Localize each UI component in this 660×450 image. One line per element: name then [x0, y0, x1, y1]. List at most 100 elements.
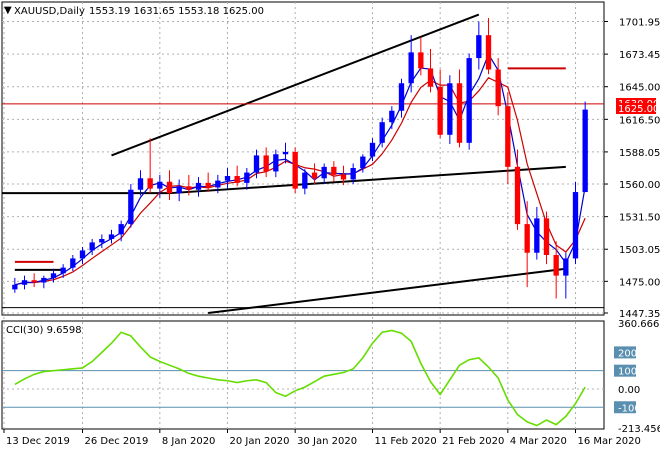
- candle-body: [427, 68, 434, 87]
- candle-body: [572, 192, 579, 259]
- cci-tick-label: 360.6661: [618, 319, 660, 330]
- time-label: 4 Mar 2020: [510, 436, 567, 447]
- candle-body: [331, 166, 337, 175]
- candle: [50, 268, 57, 283]
- candle: [340, 165, 347, 186]
- candle: [79, 246, 86, 265]
- price-tick-label: 1701.95: [619, 18, 660, 29]
- time-label: 8 Jan 2020: [162, 436, 216, 447]
- candle: [369, 138, 376, 162]
- candle-body: [437, 86, 443, 135]
- candle-body: [263, 155, 269, 172]
- candle-body: [166, 181, 173, 194]
- candle-body: [360, 156, 366, 168]
- price-tick-label: 1673.45: [619, 50, 660, 61]
- candle-body: [456, 83, 463, 143]
- cci-tick-label: 0.00: [618, 385, 640, 396]
- candle: [514, 149, 521, 230]
- candle-body: [50, 273, 57, 278]
- cci-tick-label: 100: [618, 367, 637, 378]
- candle-body: [70, 258, 76, 268]
- current-price-tag-bg: [616, 103, 656, 114]
- cci-level-tag-bg: [614, 401, 636, 414]
- candle: [282, 142, 289, 164]
- candle: [60, 264, 66, 278]
- candle-body: [369, 142, 376, 157]
- candle-body: [466, 58, 472, 143]
- candle: [534, 206, 540, 260]
- price-tick-label: 1447.35: [619, 309, 660, 320]
- candle: [563, 252, 569, 299]
- main-pane[interactable]: [1, 1, 605, 316]
- candle-body: [244, 172, 250, 183]
- candle: [398, 78, 405, 118]
- candle: [205, 172, 211, 193]
- candle-body: [398, 83, 405, 111]
- trendlines: [2, 13, 604, 314]
- candle: [244, 167, 250, 190]
- candle: [476, 21, 482, 70]
- candle-body: [563, 258, 569, 276]
- time-label: 21 Feb 2020: [442, 436, 504, 447]
- candle-body: [476, 35, 482, 59]
- candle-body: [31, 280, 37, 283]
- cci-tick-label: -100: [618, 403, 641, 414]
- cci-pane[interactable]: [1, 320, 605, 430]
- candle: [186, 174, 192, 196]
- candle: [311, 163, 318, 185]
- candle-body: [553, 255, 559, 276]
- candle-body: [99, 238, 105, 243]
- current-price-tag: 1625.00: [618, 104, 659, 115]
- candle: [108, 229, 115, 244]
- long-term-average[interactable]: [208, 267, 566, 314]
- candle: [331, 161, 337, 182]
- candle-body: [205, 182, 211, 188]
- candle: [166, 170, 173, 201]
- candle: [147, 138, 153, 194]
- time-label: 26 Dec 2019: [85, 436, 149, 447]
- candle: [21, 275, 28, 290]
- candle: [195, 177, 202, 197]
- candle: [321, 163, 327, 185]
- candle-body: [505, 106, 511, 167]
- candle: [389, 106, 395, 130]
- candle-body: [60, 267, 66, 274]
- price-tick-label: 1588.05: [619, 148, 660, 159]
- candle-body: [379, 122, 385, 143]
- candle-body: [224, 176, 231, 181]
- price-tick-label: 1645.00: [619, 83, 660, 94]
- candle-body: [195, 182, 202, 190]
- candle: [273, 149, 279, 178]
- price-tick-label: 1616.50: [619, 115, 660, 126]
- upper-trendline[interactable]: [111, 13, 480, 157]
- candle-body: [128, 189, 134, 225]
- candle-body: [234, 176, 240, 183]
- menu-arrow-icon[interactable]: ▼: [4, 5, 12, 16]
- cci-level-tag-bg: [614, 364, 636, 377]
- candle: [41, 275, 47, 289]
- candle-body: [418, 52, 424, 69]
- candle-body: [186, 186, 192, 190]
- candle-body: [147, 178, 153, 189]
- time-label: 16 Mar 2020: [578, 436, 641, 447]
- candle-body: [350, 167, 356, 180]
- candle: [427, 48, 434, 93]
- axes: 1701.95 1673.45 1645.00 1616.50 1588.05 1560.…: [3, 18, 660, 447]
- candle: [456, 69, 463, 148]
- support-trendline[interactable]: [169, 165, 566, 195]
- candle-body: [447, 83, 453, 135]
- candle: [582, 101, 588, 193]
- candles: [12, 18, 588, 299]
- time-label: 11 Feb 2020: [375, 436, 437, 447]
- candle-body: [21, 280, 28, 285]
- candle-body: [282, 151, 289, 155]
- candle-body: [495, 69, 501, 107]
- candle-body: [534, 218, 540, 253]
- ohlc-values: 1553.19 1631.65 1553.18 1625.00: [89, 6, 264, 17]
- candle-body: [514, 166, 521, 225]
- candle-body: [302, 172, 308, 189]
- candle-body: [215, 180, 221, 188]
- candle: [447, 75, 453, 144]
- slow-ma-line: [14, 77, 586, 286]
